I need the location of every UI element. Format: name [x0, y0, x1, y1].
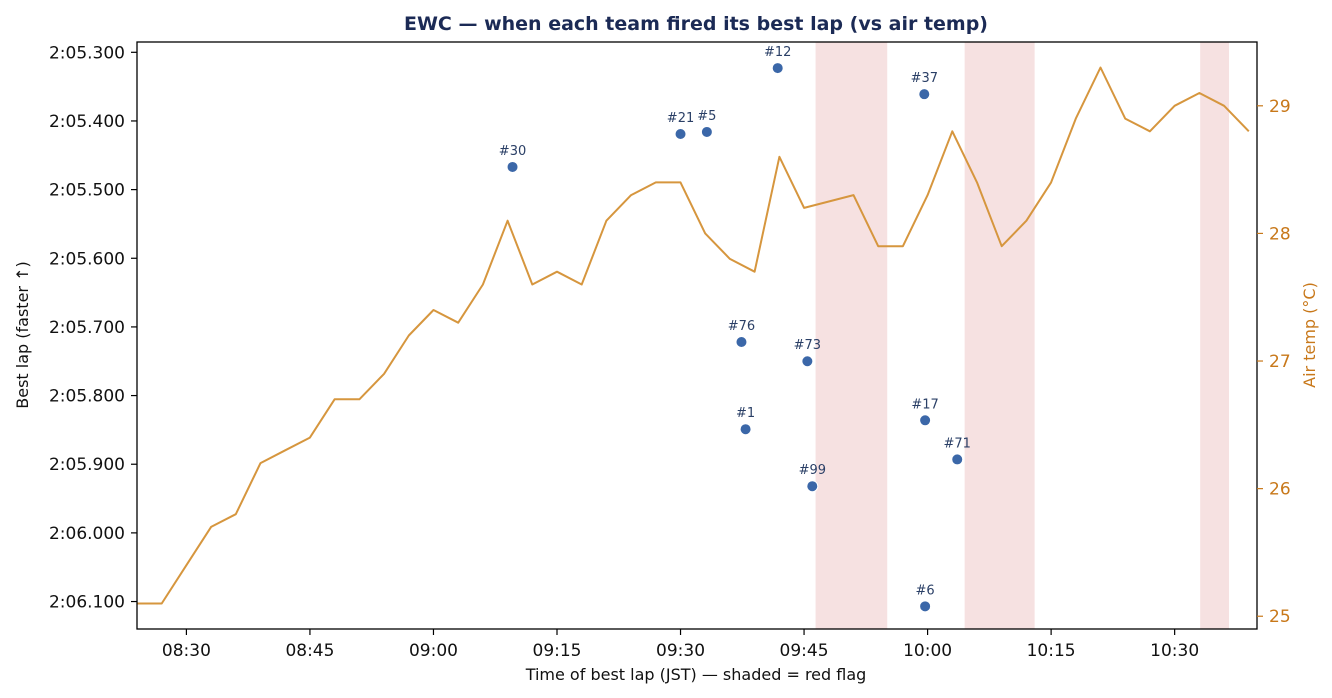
- x-tick-label: 10:00: [903, 641, 952, 661]
- x-tick-label: 09:00: [409, 641, 458, 661]
- y-left-tick-label: 2:05.300: [49, 43, 125, 63]
- y-left-tick-label: 2:05.900: [49, 455, 125, 475]
- team-point-76: [735, 336, 748, 349]
- team-label-71: #71: [944, 436, 971, 451]
- y-right-tick-label: 27: [1269, 352, 1291, 372]
- y-left-tick-label: 2:06.100: [49, 593, 125, 613]
- y-axis-left-label: Best lap (faster ↑): [13, 261, 32, 408]
- y-left-tick-label: 2:05.400: [49, 112, 125, 132]
- y-right-tick-label: 25: [1269, 607, 1291, 627]
- x-tick-label: 09:15: [533, 641, 582, 661]
- y-left-tick-label: 2:05.700: [49, 318, 125, 338]
- team-label-73: #73: [794, 338, 821, 353]
- team-label-21: #21: [667, 111, 694, 126]
- team-label-76: #76: [728, 319, 755, 334]
- team-point-12: [771, 62, 784, 75]
- y-axis-right-ticks: 25 26 27 28 29: [1257, 97, 1291, 627]
- team-label-1: #1: [736, 406, 755, 421]
- team-label-30: #30: [499, 144, 526, 159]
- x-tick-label: 09:45: [780, 641, 829, 661]
- red-flag-band-1: [815, 42, 888, 629]
- y-left-tick-label: 2:05.600: [49, 249, 125, 269]
- y-axis-left-ticks: 2:05.300 2:05.400 2:05.500 2:05.600 2:05.700…: [49, 43, 137, 613]
- y-right-tick-label: 28: [1269, 224, 1291, 244]
- x-axis-label: Time of best lap (JST) — shaded = red fl…: [525, 665, 867, 684]
- x-axis-ticks: 08:30 08:45 09:00 09:15 09:30 09:45 10:00 10:15…: [162, 629, 1199, 661]
- team-point-71: [951, 453, 964, 466]
- air-temp-line: [137, 66, 1250, 605]
- team-label-17: #17: [911, 397, 938, 412]
- air-temp-series: [137, 66, 1250, 605]
- team-point-17: [919, 414, 932, 427]
- team-point-21: [674, 127, 687, 140]
- x-tick-label: 10:30: [1150, 641, 1199, 661]
- team-point-99: [806, 480, 819, 493]
- team-label-5: #5: [697, 109, 716, 124]
- y-left-tick-label: 2:05.800: [49, 387, 125, 407]
- y-right-tick-label: 29: [1269, 97, 1291, 117]
- team-label-99: #99: [799, 463, 826, 478]
- team-point-37: [918, 88, 931, 101]
- y-axis-right-label: Air temp (°C): [1300, 282, 1319, 388]
- red-flag-band-2: [964, 42, 1035, 629]
- chart-title: EWC — when each team fired its best lap …: [404, 13, 988, 35]
- team-point-5: [700, 125, 713, 138]
- team-label-12: #12: [764, 45, 791, 60]
- plot-frame: [136, 41, 1258, 630]
- team-point-73: [801, 355, 814, 368]
- team-point-1: [739, 423, 752, 436]
- team-point-6: [919, 600, 932, 613]
- y-left-tick-label: 2:06.000: [49, 524, 125, 544]
- x-tick-label: 08:45: [285, 641, 334, 661]
- y-right-tick-label: 26: [1269, 480, 1291, 500]
- team-label-37: #37: [911, 71, 938, 86]
- team-point-30: [506, 160, 519, 173]
- y-left-tick-label: 2:05.500: [49, 181, 125, 201]
- red-flag-bands: [815, 42, 1229, 629]
- x-tick-label: 10:15: [1027, 641, 1076, 661]
- team-label-6: #6: [916, 583, 935, 598]
- team-points: #30 #21 #5 #12 #37 #76 #73 #1 #17 #71 #99 #6: [499, 45, 971, 613]
- red-flag-band-3: [1200, 42, 1229, 629]
- x-tick-label: 08:30: [162, 641, 211, 661]
- x-tick-label: 09:30: [656, 641, 705, 661]
